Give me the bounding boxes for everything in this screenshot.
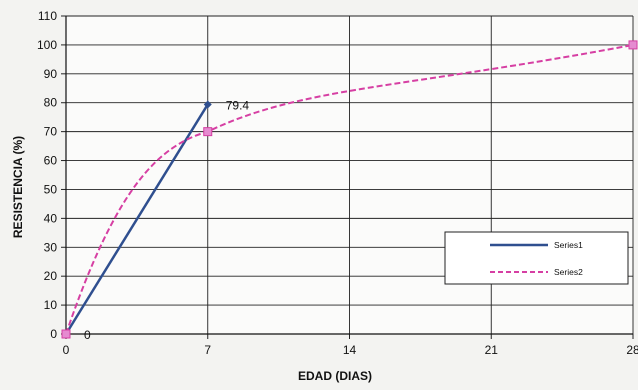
y-tick-label: 100 xyxy=(37,38,57,52)
x-axis-title: EDAD (DIAS) xyxy=(298,369,372,383)
y-tick-label: 110 xyxy=(38,9,57,23)
y-tick-label: 60 xyxy=(44,154,58,168)
x-tick-label: 7 xyxy=(204,343,211,357)
y-tick-label: 0 xyxy=(50,327,57,341)
tick-labels: 0 10 20 30 40 50 60 70 80 90 100 110 0 7 14 21 28 xyxy=(37,9,638,357)
y-tick-label: 10 xyxy=(44,298,58,312)
y-tick-label: 50 xyxy=(44,182,58,196)
y-axis-title: RESISTENCIA (%) xyxy=(11,136,25,238)
y-tick-label: 30 xyxy=(44,240,58,254)
x-tick-label: 14 xyxy=(343,343,357,357)
data-labels: 079.4 xyxy=(84,98,249,342)
data-point-series2 xyxy=(61,329,71,339)
legend: Series1 Series2 xyxy=(444,231,629,285)
data-point-series2 xyxy=(628,40,638,50)
legend-label-series2: Series2 xyxy=(554,267,583,277)
data-point-series2 xyxy=(203,127,213,137)
x-tick-label: 21 xyxy=(485,343,499,357)
data-label: 0 xyxy=(84,328,91,342)
y-tick-label: 70 xyxy=(44,125,58,139)
series-line-series2 xyxy=(65,43,634,335)
legend-label-series1: Series1 xyxy=(554,240,583,250)
data-label: 79.4 xyxy=(226,98,250,112)
legend-box xyxy=(444,231,629,285)
y-tick-label: 40 xyxy=(44,211,58,225)
y-tick-label: 20 xyxy=(44,269,58,283)
data-point-series1 xyxy=(203,100,212,109)
gridlines xyxy=(66,15,634,335)
series-group xyxy=(61,40,638,339)
x-tick-label: 0 xyxy=(63,343,70,357)
y-tick-label: 80 xyxy=(44,96,58,110)
series-line-series1 xyxy=(64,103,209,335)
x-tick-label: 28 xyxy=(626,343,638,357)
y-tick-label: 90 xyxy=(44,67,58,81)
